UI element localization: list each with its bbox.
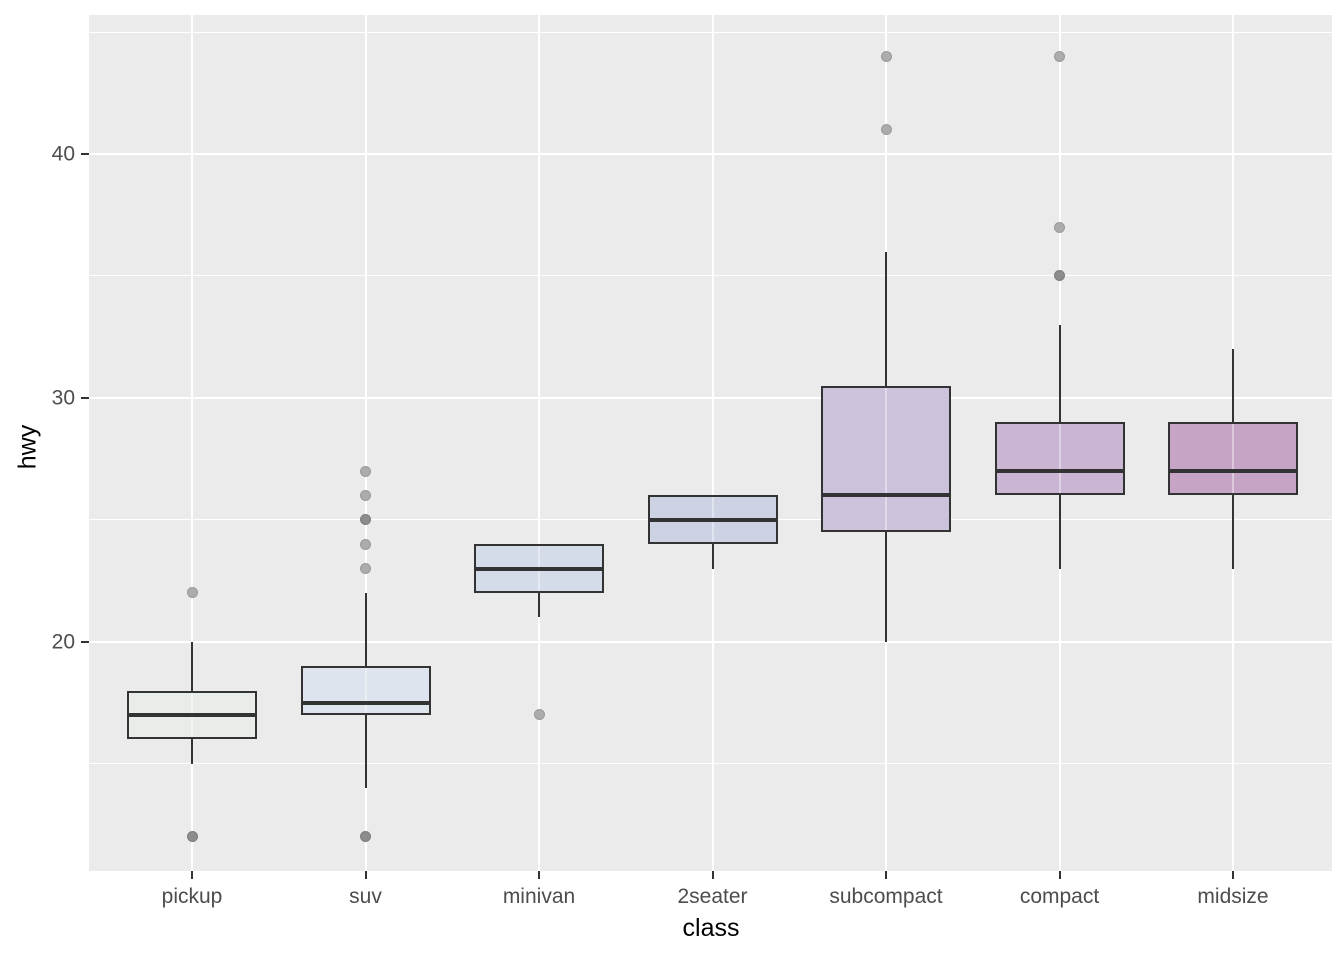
x-tick-label-pickup: pickup [161, 885, 223, 908]
gridline-x-minivan [538, 15, 540, 871]
outlier-minivan-17 [533, 709, 545, 721]
median-minivan [474, 566, 604, 571]
y-axis-title: hwy [13, 424, 42, 470]
box-stripe-compact [1058, 424, 1061, 494]
x-tick-label-2seater: 2seater [677, 885, 748, 908]
box-stripe-suv [364, 668, 367, 713]
y-tick-label-40: 40 [51, 142, 75, 166]
x-tick-label-subcompact: subcompact [829, 885, 943, 908]
median-2seater [647, 517, 778, 522]
x-tick-label-midsize: midsize [1197, 885, 1269, 908]
gridline-minor-y-15 [89, 763, 1332, 765]
box-suv [300, 666, 431, 715]
x-tick-label-compact: compact [1019, 885, 1100, 908]
outlier-suv-27 [360, 465, 371, 477]
gridline-minor-y-35 [89, 275, 1332, 277]
box-midsize [1168, 422, 1298, 496]
outlier-suv-12 [360, 831, 371, 843]
outlier-compact-44 [1054, 50, 1065, 62]
gridline-major-y-30 [89, 396, 1332, 399]
outlier-suv-23 [360, 563, 371, 575]
gridline-major-y-20 [89, 640, 1332, 643]
x-tick-label-suv: suv [349, 885, 382, 908]
box-stripe-midsize [1232, 424, 1234, 494]
gridline-x-pickup [191, 15, 193, 871]
outlier-compact-35 [1054, 270, 1065, 282]
outlier-suv-25 [360, 514, 371, 526]
plot-panel [89, 15, 1332, 871]
gridline-x-suv [364, 15, 367, 871]
median-subcompact [821, 493, 951, 498]
median-compact [994, 469, 1125, 474]
median-suv [300, 700, 431, 705]
box-compact [994, 422, 1125, 496]
y-tick-mark-40 [81, 153, 89, 155]
outlier-pickup-22 [186, 587, 198, 599]
x-axis-title: class [682, 914, 740, 942]
x-tick-mark-suv [364, 871, 367, 879]
outlier-pickup-12 [186, 831, 198, 843]
median-pickup [127, 712, 257, 717]
gridline-x-2seater [711, 15, 714, 871]
outlier-subcompact-44 [880, 50, 892, 62]
x-tick-mark-midsize [1232, 871, 1234, 879]
box-stripe-subcompact [885, 387, 887, 530]
x-tick-mark-compact [1058, 871, 1061, 879]
outlier-compact-37 [1054, 221, 1065, 233]
x-tick-mark-subcompact [885, 871, 887, 879]
x-tick-mark-2seater [711, 871, 714, 879]
y-tick-label-30: 30 [51, 386, 75, 410]
outlier-subcompact-41 [880, 124, 892, 136]
y-tick-mark-30 [81, 396, 89, 399]
x-tick-mark-pickup [191, 871, 193, 879]
outlier-suv-24 [360, 538, 371, 550]
y-tick-label-20: 20 [51, 630, 75, 654]
gridline-minor-y-45 [89, 31, 1332, 33]
x-tick-label-minivan: minivan [502, 885, 576, 908]
gridline-major-y-40 [89, 153, 1332, 155]
box-subcompact [821, 385, 951, 532]
y-tick-mark-20 [81, 640, 89, 643]
outlier-suv-26 [360, 489, 371, 501]
median-midsize [1168, 469, 1298, 474]
x-tick-mark-minivan [538, 871, 540, 879]
